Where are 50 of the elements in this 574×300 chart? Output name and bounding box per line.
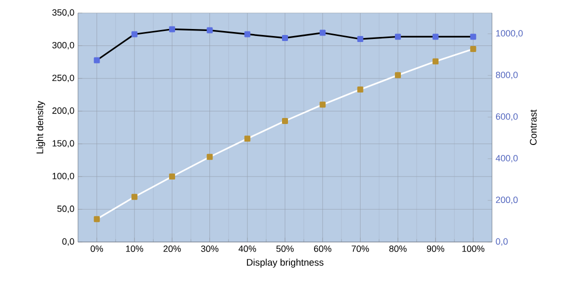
point — [432, 58, 439, 64]
x-tick-label: 10% — [126, 246, 144, 252]
point — [320, 102, 326, 108]
y-tick-label: 0,0 — [62, 238, 74, 246]
x-tick-label: 50% — [276, 246, 294, 252]
x-tick-label: 90% — [426, 246, 444, 252]
point — [357, 36, 364, 42]
point — [169, 26, 176, 32]
y2-tick-label: 800,0 — [496, 72, 518, 80]
point — [357, 86, 364, 93]
y-axis-title: Light density — [36, 100, 46, 154]
point — [282, 118, 288, 124]
point — [244, 136, 250, 142]
y2-tick-label: 0,0 — [496, 238, 508, 246]
x-tick-label: 30% — [201, 246, 218, 252]
x-tick-label: 40% — [238, 246, 256, 252]
point — [169, 174, 176, 180]
y2-tick-label: 1000,0 — [496, 30, 523, 38]
point — [470, 34, 476, 40]
y-tick-label: 50,0 — [57, 206, 74, 213]
point — [470, 46, 476, 52]
x-tick-label: 0% — [90, 246, 104, 252]
point — [394, 72, 401, 78]
point — [131, 194, 138, 200]
x-tick-label: 20% — [164, 246, 181, 252]
y-tick-label: 100,0 — [52, 172, 74, 180]
x-tick-label: 80% — [389, 246, 407, 252]
point — [244, 31, 250, 38]
x-tick-label: 70% — [352, 246, 369, 252]
point — [206, 154, 213, 160]
point — [282, 34, 288, 41]
y2-tick-label: 200,0 — [496, 196, 518, 204]
point — [94, 216, 100, 222]
point — [432, 34, 439, 40]
x-tick-label: 60% — [314, 246, 332, 252]
y-tick-label: 300,0 — [52, 42, 74, 50]
y-tick-label: 150,0 — [52, 140, 74, 148]
point — [206, 27, 213, 34]
point — [131, 31, 138, 38]
y2-axis-title: Contrast — [530, 110, 537, 145]
point — [394, 34, 401, 40]
point — [94, 57, 100, 64]
x-axis-title: Display brightness — [246, 258, 324, 268]
y2-tick-label: 400,0 — [496, 154, 518, 162]
y-tick-label: 200,0 — [52, 107, 74, 115]
y2-tick-label: 600,0 — [496, 113, 518, 121]
y-tick-label: 350,0 — [52, 9, 74, 17]
point — [320, 30, 326, 36]
x-tick-label: 100% — [462, 246, 484, 252]
y-tick-label: 250,0 — [52, 74, 74, 82]
